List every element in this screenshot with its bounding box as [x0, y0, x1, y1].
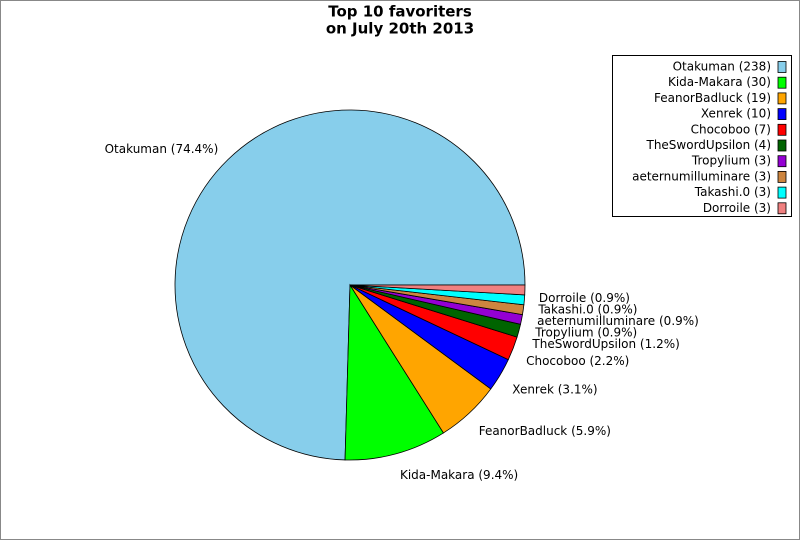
legend-swatch	[777, 108, 787, 120]
legend-label: FeanorBadluck (19)	[654, 91, 771, 105]
legend-swatch	[777, 76, 787, 89]
slice-label: FeanorBadluck (5.9%)	[479, 424, 611, 438]
slice-label: aeternumilluminare (0.9%)	[537, 314, 699, 328]
pie-slice	[349, 284, 526, 296]
slice-label: Chocoboo (2.2%)	[526, 354, 629, 368]
slice-label: Xenrek (3.1%)	[512, 382, 597, 396]
slice-label: Otakuman (74.4%)	[105, 142, 219, 156]
legend-label: Tropylium (3)	[691, 154, 771, 168]
slice-label: Kida-Makara (9.4%)	[400, 468, 518, 482]
legend-label: Chocoboo (7)	[691, 122, 771, 136]
legend-label: Kida-Makara (30)	[668, 75, 771, 89]
legend-box	[612, 55, 792, 217]
legend-swatch	[777, 139, 787, 152]
legend-swatch	[777, 92, 787, 105]
slice-label: TheSwordUpsilon (1.2%)	[531, 337, 679, 351]
chart-subtitle: on July 20th 2013	[326, 20, 474, 38]
legend-label: Xenrek (10)	[701, 107, 771, 121]
chart-title: Top 10 favoriters	[328, 3, 472, 21]
legend-swatch	[777, 61, 787, 73]
legend-swatch	[777, 123, 787, 136]
slice-label: Takashi.0 (0.9%)	[537, 302, 637, 316]
slice-label: Tropylium (0.9%)	[534, 325, 637, 339]
legend-label: Otakuman (238)	[673, 60, 771, 74]
legend-label: Takashi.0 (3)	[694, 185, 771, 199]
legend-swatch	[777, 170, 787, 183]
pie-slice	[344, 283, 445, 461]
legend-label: aeternumilluminare (3)	[632, 169, 771, 183]
legend-swatch	[777, 155, 787, 168]
legend-label: Dorroile (3)	[703, 201, 771, 215]
legend-swatch	[777, 186, 787, 199]
legend-label: TheSwordUpsilon (4)	[645, 138, 771, 152]
slice-label: Dorroile (0.9%)	[539, 291, 630, 305]
legend-swatch	[777, 202, 787, 215]
